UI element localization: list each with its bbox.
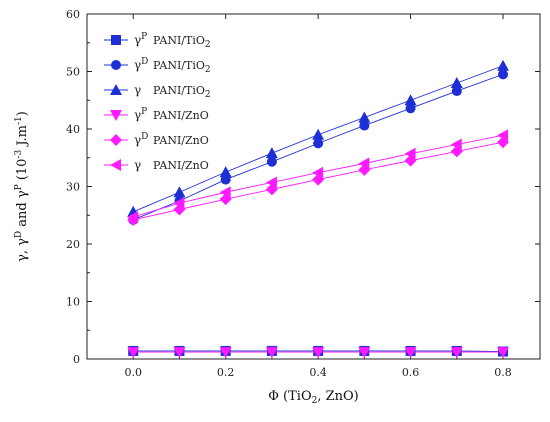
data-point xyxy=(450,138,462,151)
data-point xyxy=(358,157,370,170)
x-axis-title: Φ (TiO2, ZnO) xyxy=(268,389,359,406)
data-point xyxy=(173,347,186,359)
x-tick-label: 0.4 xyxy=(309,366,327,379)
y-tick-label: 60 xyxy=(66,8,80,21)
y-tick-label: 0 xyxy=(73,353,80,366)
data-point xyxy=(173,197,185,210)
data-point xyxy=(219,186,231,199)
legend: γP PANI/TiO2 γD PANI/TiO2 γ PANI/TiO2 γP PANI/Z… xyxy=(104,32,211,172)
legend-marker xyxy=(111,35,121,45)
series-4 xyxy=(127,136,510,226)
data-point xyxy=(219,347,232,359)
data-point xyxy=(265,147,278,159)
data-point xyxy=(404,347,417,359)
legend-label: γD PANI/TiO2 xyxy=(134,57,211,75)
legend-marker xyxy=(110,134,122,146)
data-point xyxy=(450,347,463,359)
series-layer xyxy=(127,59,510,359)
y-tick-label: 50 xyxy=(66,66,80,79)
data-point xyxy=(404,94,417,106)
data-point xyxy=(450,77,463,88)
legend-entry: γD PANI/ZnO xyxy=(104,132,209,147)
x-tick-label: 0.8 xyxy=(494,366,512,379)
legend-label: γ PANI/ZnO xyxy=(134,158,209,172)
data-point xyxy=(358,347,371,359)
x-tick-label: 0.0 xyxy=(124,366,142,379)
data-point xyxy=(265,347,278,359)
legend-entry: γ PANI/TiO2 xyxy=(104,83,211,100)
legend-marker xyxy=(110,110,122,121)
legend-label: γP PANI/ZnO xyxy=(134,107,209,122)
y-tick-label: 30 xyxy=(66,181,80,194)
data-point xyxy=(312,347,325,359)
series-2 xyxy=(127,59,510,217)
x-tick-label: 0.6 xyxy=(402,366,420,379)
data-point xyxy=(497,129,509,142)
y-axis-title: γ, γD and γP (10-3 J.m-1) xyxy=(14,111,30,262)
series-3 xyxy=(127,347,510,359)
legend-label: γ PANI/TiO2 xyxy=(134,83,211,100)
legend-label: γD PANI/ZnO xyxy=(134,132,209,147)
data-point xyxy=(358,111,371,123)
axis-titles: Φ (TiO2, ZnO) γ, γD and γP (10-3 J.m-1) xyxy=(14,111,359,406)
x-axis: 0.0 0.2 0.4 0.6 0.8 xyxy=(124,14,512,379)
data-point xyxy=(127,210,139,223)
data-point xyxy=(219,166,232,178)
data-point xyxy=(266,156,277,167)
legend-marker xyxy=(110,84,122,95)
series-5 xyxy=(127,129,509,223)
legend-marker xyxy=(111,60,121,70)
legend-entry: γD PANI/TiO2 xyxy=(104,57,211,75)
data-point xyxy=(497,59,510,71)
legend-label: γP PANI/TiO2 xyxy=(134,32,211,50)
data-point xyxy=(405,103,416,114)
data-point xyxy=(313,138,324,149)
data-point xyxy=(404,147,416,160)
legend-entry: γP PANI/ZnO xyxy=(104,107,209,122)
data-point xyxy=(312,128,325,140)
legend-entry: γ PANI/ZnO xyxy=(104,158,209,172)
legend-entry: γP PANI/TiO2 xyxy=(104,32,211,50)
data-point xyxy=(359,120,370,131)
data-point xyxy=(498,69,509,80)
legend-marker xyxy=(110,159,121,171)
y-tick-label: 20 xyxy=(66,238,80,251)
data-point xyxy=(173,186,186,198)
y-axis: 0 10 20 30 40 50 60 xyxy=(66,8,540,366)
data-point xyxy=(127,347,140,359)
y-tick-label: 10 xyxy=(66,296,80,309)
x-tick-label: 0.2 xyxy=(217,366,235,379)
y-tick-label: 40 xyxy=(66,123,80,136)
data-point xyxy=(265,176,277,189)
data-point xyxy=(451,86,462,97)
data-point xyxy=(312,166,324,179)
data-point xyxy=(497,347,510,359)
